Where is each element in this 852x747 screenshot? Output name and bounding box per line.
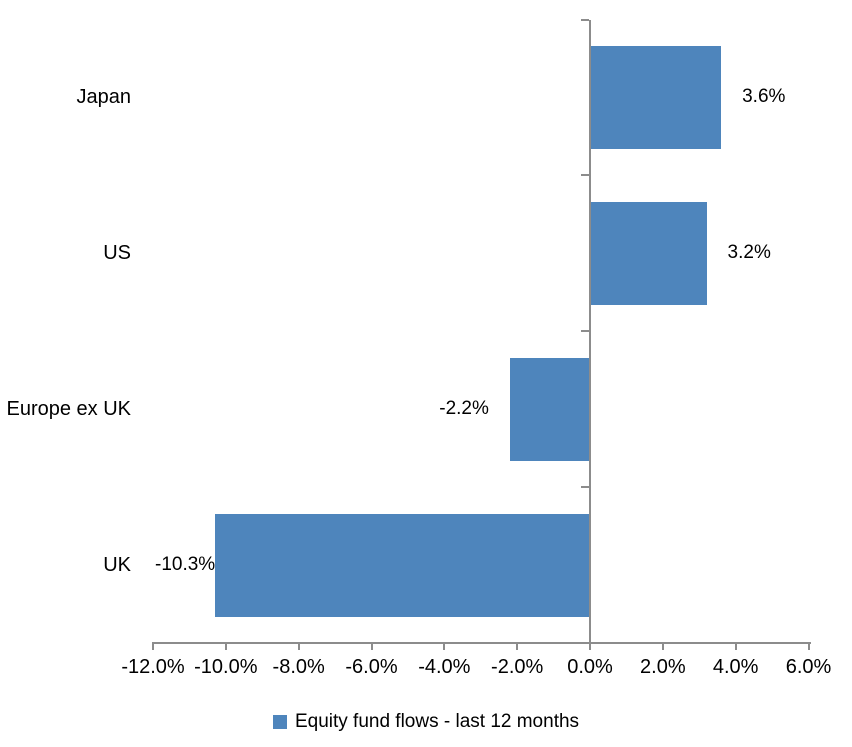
x-tick-label: -4.0% (418, 656, 471, 678)
x-tick (807, 643, 810, 650)
x-tick-label: -10.0% (194, 656, 258, 678)
x-tick-label: 4.0% (712, 656, 759, 678)
x-tick-label: -2.0% (491, 656, 544, 678)
value-label: -2.2% (439, 398, 489, 420)
x-tick (516, 643, 519, 650)
legend: Equity fund flows - last 12 months (0, 707, 852, 737)
x-tick (589, 643, 591, 650)
x-tick-label: -8.0% (272, 656, 325, 678)
x-tick-label: 2.0% (640, 656, 686, 678)
legend-swatch-icon (272, 715, 287, 729)
x-tick (224, 643, 227, 650)
category-label: Europe ex UK (6, 397, 131, 420)
value-label: -10.3% (155, 554, 216, 576)
x-tick-label: 0.0% (567, 656, 613, 678)
x-tick-label: -6.0% (345, 656, 398, 678)
bar (590, 45, 722, 149)
x-tick (734, 643, 737, 650)
legend-label: Equity fund flows - last 12 months (294, 711, 580, 732)
category-label: US (103, 241, 131, 264)
category-label: Japan (76, 85, 132, 108)
category-tick (581, 18, 589, 21)
x-tick-label: -12.0% (121, 656, 185, 678)
value-label: 3.2% (727, 242, 771, 264)
category-label: UK (103, 553, 131, 576)
y-axis (589, 19, 591, 644)
category-tick (581, 174, 589, 177)
x-tick-label: 6.0% (785, 656, 832, 678)
x-tick (152, 643, 154, 650)
x-tick (661, 643, 664, 650)
value-label: 3.6% (742, 86, 786, 108)
category-tick (581, 330, 589, 333)
bar (214, 513, 590, 617)
x-tick (370, 643, 373, 650)
x-tick (297, 643, 300, 650)
bar (590, 201, 707, 305)
x-tick (443, 643, 446, 650)
x-axis (152, 642, 811, 644)
category-tick (581, 642, 589, 644)
bar (509, 357, 590, 461)
category-tick (581, 486, 589, 489)
